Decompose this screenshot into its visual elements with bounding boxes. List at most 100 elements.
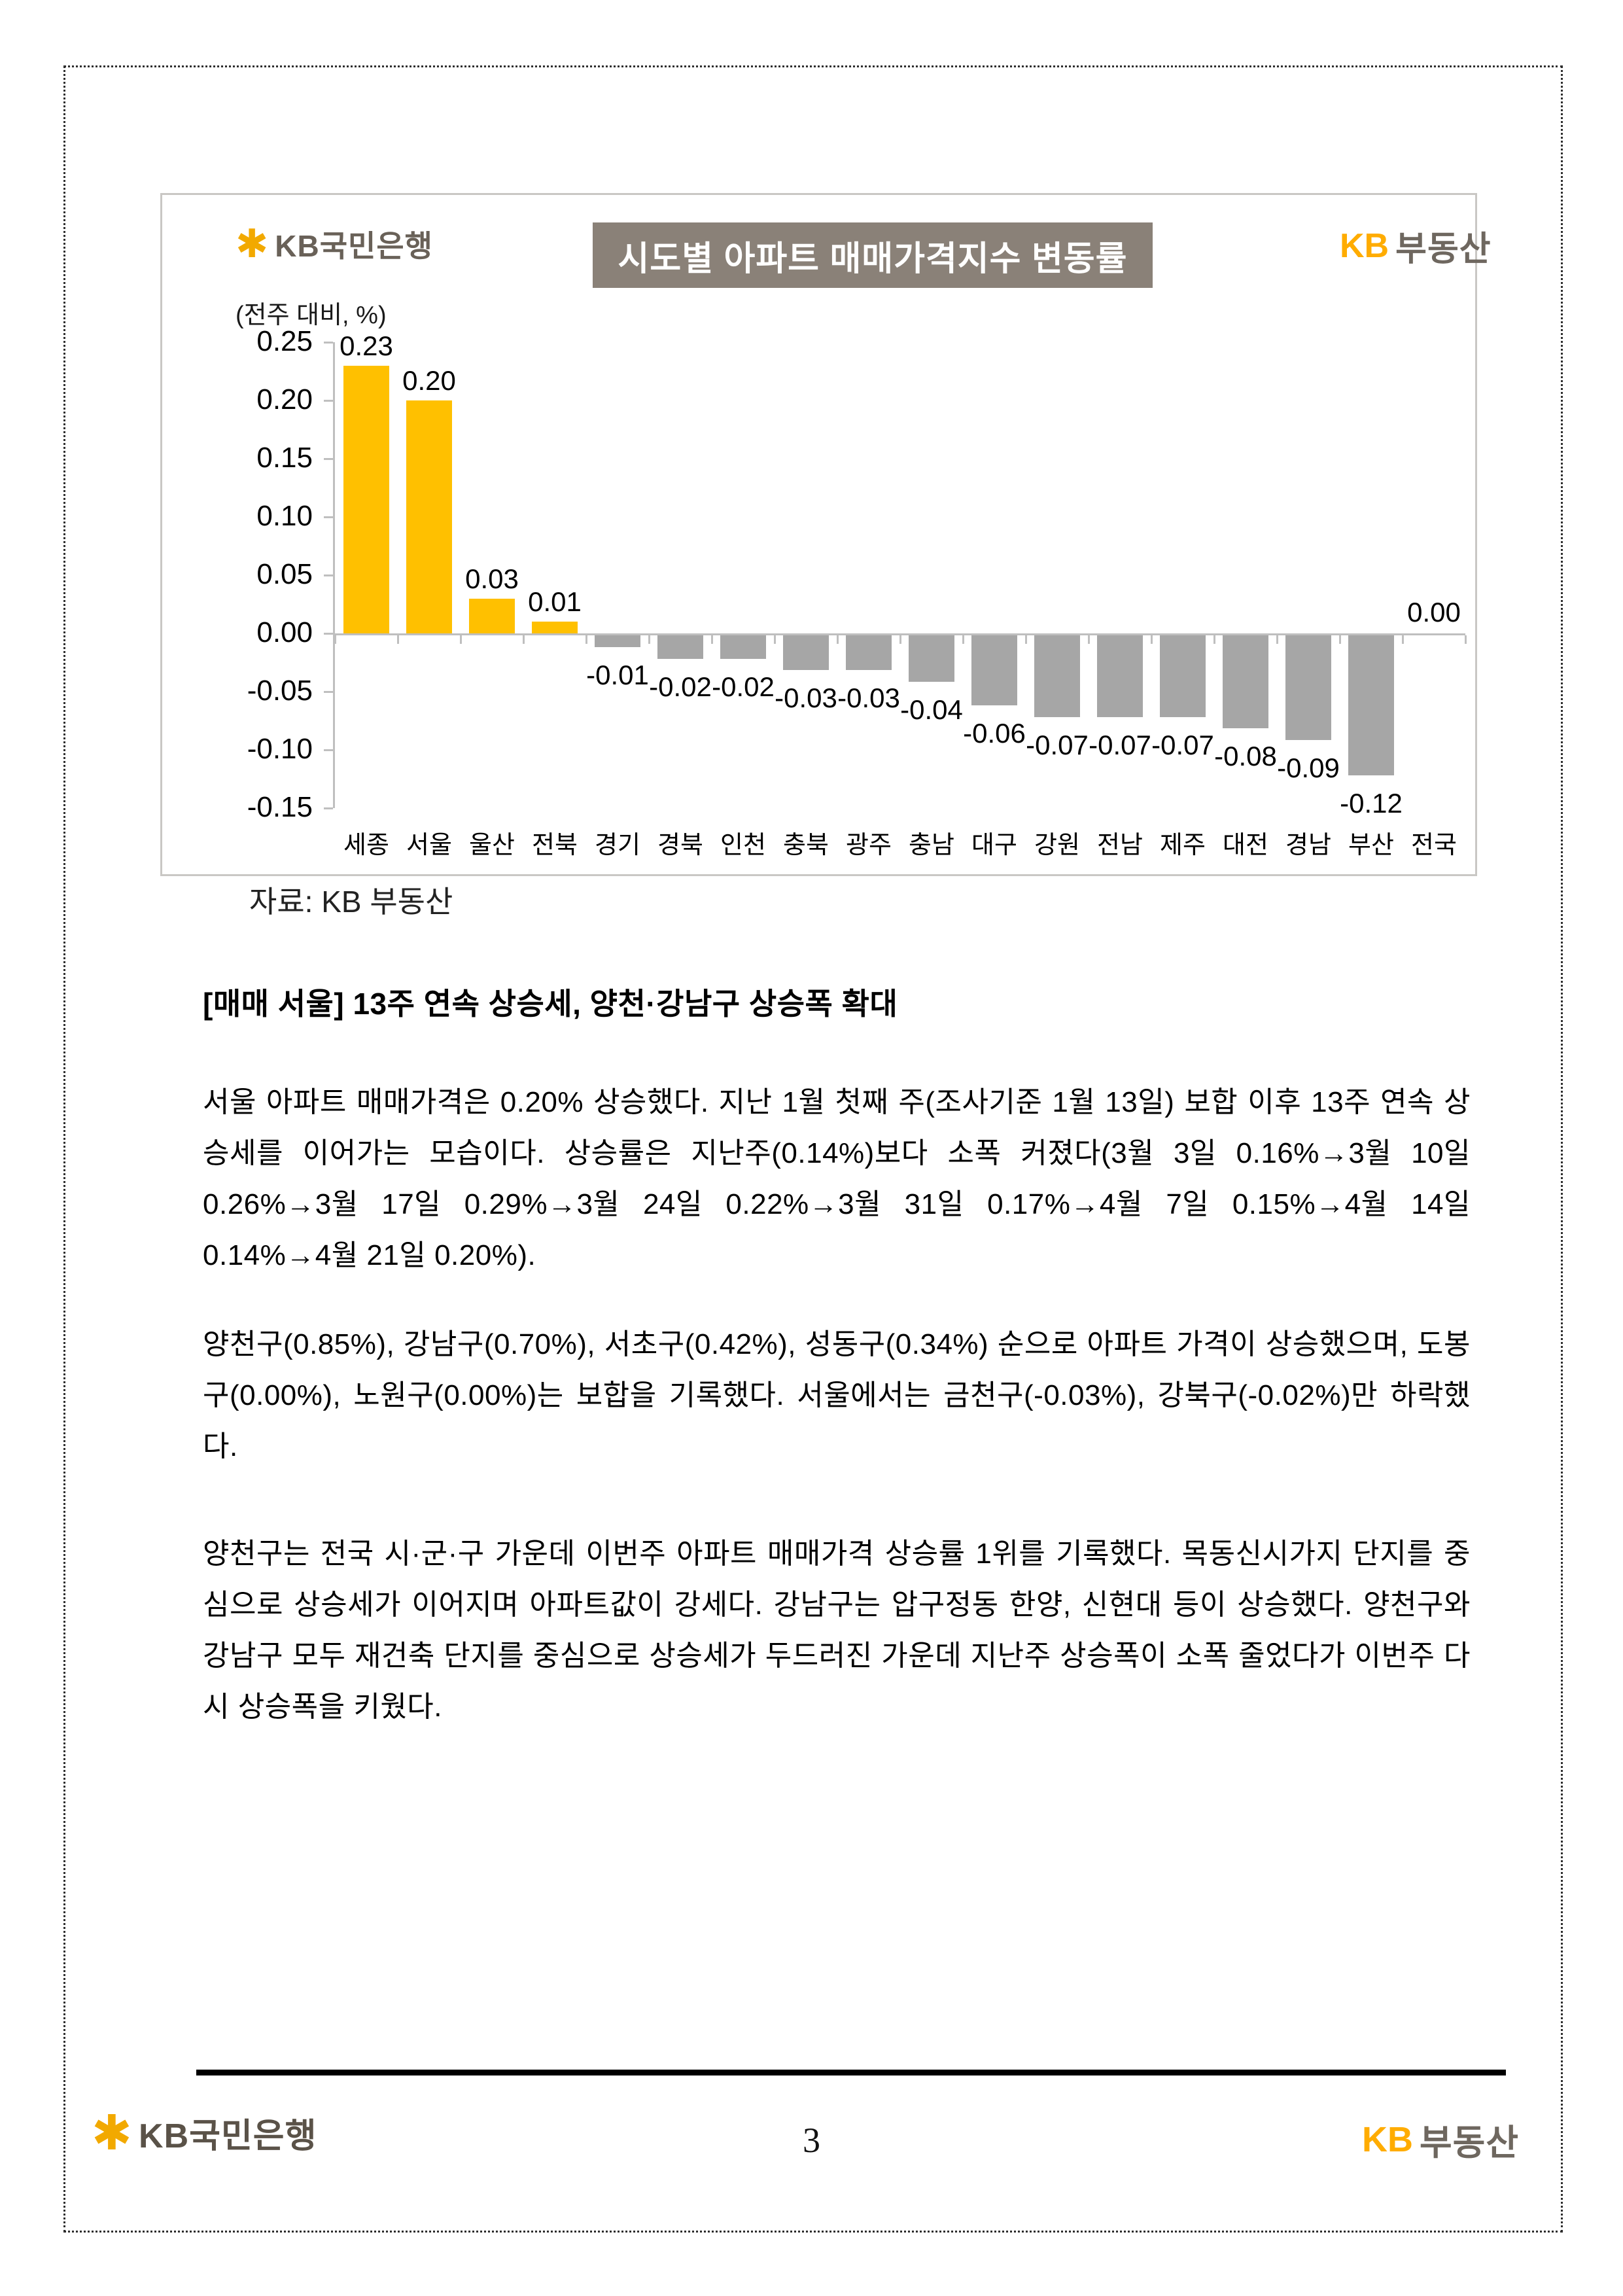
value-label-경북: -0.02: [649, 671, 712, 702]
x-label-인천: 인천: [720, 832, 766, 859]
value-label-제주: -0.07: [1151, 729, 1214, 760]
bar-서울: [406, 400, 452, 633]
x-axis-tick: [397, 635, 399, 644]
value-label-경기: -0.01: [586, 659, 649, 690]
footer-kb-bank-logo-text: KB국민은행: [139, 2117, 317, 2155]
x-axis-tick: [1339, 635, 1341, 644]
value-label-서울: 0.20: [402, 365, 456, 396]
y-axis-tick-label: 0.10: [256, 500, 313, 532]
kb-star-icon: ✱: [236, 222, 269, 266]
bar-경북: [657, 635, 703, 659]
value-label-광주: -0.03: [837, 682, 900, 714]
x-axis-tick: [1213, 635, 1215, 644]
footer-rule: [196, 2070, 1506, 2075]
chart-panel: ✱ KB국민은행 시도별 아파트 매매가격지수 변동률 KB 부동산 (전주 대비…: [160, 193, 1491, 876]
kb-realestate-logo-suffix: 부동산: [1395, 230, 1492, 268]
y-axis-tick: [324, 400, 333, 402]
x-label-충북: 충북: [783, 832, 829, 859]
y-axis-tick: [324, 458, 333, 460]
x-label-세종: 세종: [343, 832, 389, 859]
y-axis-tick-label: 0.20: [256, 383, 313, 415]
kb-star-icon: ✱: [92, 2105, 133, 2160]
x-label-대구: 대구: [971, 832, 1017, 859]
bar-인천: [720, 635, 766, 659]
y-axis-tick: [324, 691, 333, 693]
x-axis-tick: [837, 635, 839, 644]
value-label-울산: 0.03: [465, 563, 519, 594]
y-axis-tick-label: 0.15: [256, 442, 313, 474]
bar-대구: [971, 635, 1017, 705]
value-label-부산: -0.12: [1340, 787, 1403, 819]
x-label-경북: 경북: [657, 832, 703, 859]
kb-bank-logo: ✱ KB국민은행: [236, 222, 433, 266]
y-axis-tick-label: 0.00: [256, 616, 313, 648]
x-axis-line: [335, 633, 1465, 635]
bar-충남: [909, 635, 954, 682]
bar-울산: [469, 598, 515, 633]
x-axis-tick: [523, 635, 525, 644]
bar-제주: [1160, 635, 1206, 717]
kb-bank-logo-text: KB국민은행: [275, 229, 434, 263]
value-label-대전: -0.08: [1214, 741, 1277, 772]
value-label-전국: 0.00: [1407, 597, 1461, 627]
bar-세종: [343, 365, 389, 633]
value-label-인천: -0.02: [712, 671, 775, 702]
source-note: 자료: KB 부동산: [249, 885, 453, 919]
y-axis-tick-label: 0.25: [256, 325, 313, 357]
x-axis-tick: [1088, 635, 1090, 644]
y-axis-tick: [324, 807, 333, 809]
y-axis-tick: [324, 516, 333, 518]
x-axis-tick: [711, 635, 713, 644]
bar-전남: [1097, 635, 1143, 717]
value-label-세종: 0.23: [340, 330, 393, 361]
y-axis-tick: [324, 633, 333, 635]
x-axis-tick: [585, 635, 587, 644]
bar-충북: [783, 635, 829, 671]
x-axis-tick: [460, 635, 462, 644]
y-axis-tick-label: -0.15: [247, 791, 313, 823]
kb-realestate-logo: KB 부동산: [1340, 221, 1623, 270]
bar-경남: [1285, 635, 1331, 741]
x-label-부산: 부산: [1348, 832, 1394, 859]
x-label-전남: 전남: [1097, 832, 1143, 859]
bar-경기: [595, 635, 640, 647]
y-axis-tick-label: 0.05: [256, 558, 313, 590]
x-label-경남: 경남: [1285, 832, 1331, 859]
y-axis-tick: [324, 342, 333, 344]
bar-전북: [532, 622, 578, 633]
x-axis-tick: [1402, 635, 1404, 644]
x-label-서울: 서울: [406, 832, 452, 859]
footer-kb-realestate-logo-suffix: 부동산: [1420, 2123, 1520, 2163]
footer-kb-realestate-logo: KB 부동산: [1362, 2113, 1519, 2165]
y-axis-tick-label: -0.05: [247, 675, 313, 707]
value-label-강원: -0.07: [1026, 729, 1089, 760]
x-axis-tick: [899, 635, 901, 644]
x-label-충남: 충남: [909, 832, 954, 859]
bar-부산: [1348, 635, 1394, 775]
kb-realestate-logo-kb: KB: [1340, 226, 1389, 265]
x-axis-tick: [1276, 635, 1278, 644]
bar-광주: [846, 635, 892, 671]
y-axis-tick: [324, 749, 333, 751]
footer-kb-bank-logo: ✱ KB국민은행: [92, 2108, 317, 2157]
x-label-전북: 전북: [532, 832, 578, 859]
value-label-경남: -0.09: [1277, 752, 1340, 784]
bar-강원: [1034, 635, 1080, 717]
x-label-전국: 전국: [1411, 832, 1457, 859]
article-heading: [매매 서울] 13주 연속 상승세, 양천·강남구 상승폭 확대: [203, 987, 898, 1021]
value-label-충북: -0.03: [775, 682, 837, 714]
footer-kb-realestate-logo-kb: KB: [1362, 2119, 1413, 2159]
value-label-전북: 0.01: [528, 586, 582, 618]
x-axis-tick: [774, 635, 776, 644]
x-label-경기: 경기: [595, 832, 640, 859]
article-paragraph: 서울 아파트 매매가격은 0.20% 상승했다. 지난 1월 첫째 주(조사기준…: [203, 1086, 1471, 1271]
page-dotted-border: [63, 65, 1563, 2233]
chart-title: 시도별 아파트 매매가격지수 변동률: [593, 222, 1153, 288]
x-axis-tick: [648, 635, 650, 644]
x-label-제주: 제주: [1160, 832, 1206, 859]
page-number: 3: [803, 2121, 820, 2160]
x-label-대전: 대전: [1223, 832, 1268, 859]
x-axis-tick: [1465, 635, 1467, 644]
x-axis-tick: [1025, 635, 1027, 644]
